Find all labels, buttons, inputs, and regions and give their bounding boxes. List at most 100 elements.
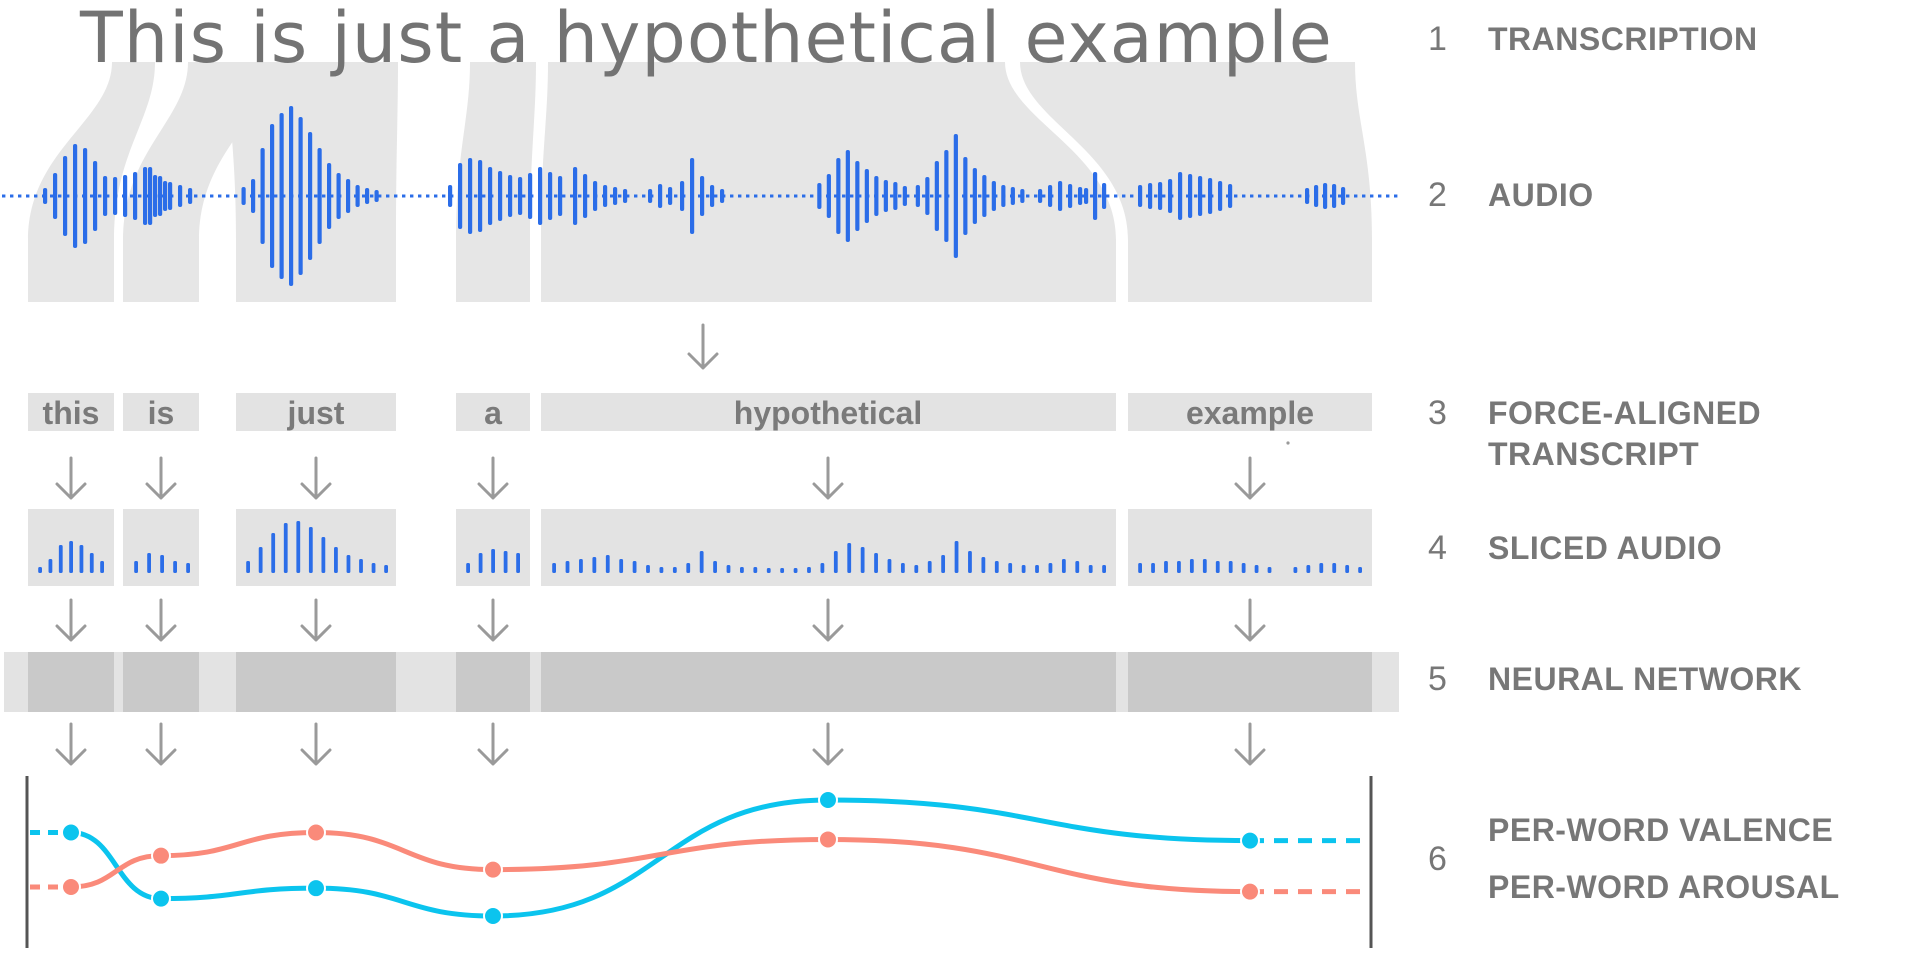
- waveform-dot: [266, 194, 270, 198]
- arrow-down-icon: [55, 456, 87, 500]
- waveform-bar: [1038, 189, 1043, 203]
- waveform-bar: [855, 161, 860, 231]
- slice-bar: [466, 563, 470, 573]
- waveform-dot: [434, 194, 438, 198]
- waveform-bar: [53, 173, 58, 219]
- waveform-dot: [922, 194, 926, 198]
- waveform-dot: [1394, 194, 1398, 198]
- waveform-bar: [1228, 184, 1233, 208]
- slice-bar: [1267, 567, 1272, 573]
- step-label: NEURAL NETWORK: [1488, 661, 1802, 697]
- slice-box: [123, 509, 199, 586]
- waveform-dot: [1202, 194, 1206, 198]
- slice-bar: [1061, 559, 1066, 573]
- waveform-bar: [1178, 172, 1183, 220]
- waveform-dot: [106, 194, 110, 198]
- slice-bar: [1151, 563, 1155, 573]
- waveform-dot: [506, 194, 510, 198]
- waveform-dot: [794, 194, 798, 198]
- slice-bar: [69, 541, 73, 573]
- waveform-bar: [1332, 184, 1337, 208]
- waveform-dot: [370, 194, 374, 198]
- waveform-dot: [970, 194, 974, 198]
- waveform-bar: [63, 156, 68, 236]
- waveform-dot: [386, 194, 390, 198]
- waveform-bar: [279, 113, 284, 279]
- waveform-bar: [623, 189, 628, 203]
- slice-bar: [359, 559, 363, 573]
- series-line: [68, 797, 1253, 919]
- waveform-bar: [710, 185, 715, 207]
- waveform-bar: [1010, 187, 1015, 205]
- waveform-dot: [1250, 194, 1254, 198]
- word-box: [236, 393, 396, 431]
- slice-bar: [927, 561, 932, 573]
- series-point: [151, 888, 171, 909]
- waveform-dot: [578, 194, 582, 198]
- slice-bar: [860, 547, 865, 573]
- slice-bar: [1138, 563, 1142, 573]
- waveform-bar: [113, 177, 118, 215]
- waveform-dot: [1234, 194, 1238, 198]
- slice-box: [541, 509, 1116, 586]
- slice-bar: [552, 563, 556, 573]
- waveform-bar: [1102, 183, 1107, 209]
- waveform-bar: [1305, 188, 1310, 204]
- slice-bar: [38, 567, 42, 573]
- waveform-bar: [168, 182, 173, 210]
- waveform-dot: [1162, 194, 1166, 198]
- waveform-dot: [1074, 194, 1078, 198]
- force-aligned-transcript: this is just a hypothetical example: [28, 393, 1372, 445]
- waveform-dot: [1282, 194, 1286, 198]
- waveform-dot: [186, 194, 190, 198]
- slice-bar: [1332, 563, 1337, 573]
- waveform-dot: [810, 194, 814, 198]
- waveform-dot: [98, 194, 102, 198]
- waveform-bar: [1218, 181, 1223, 211]
- waveform-dot: [1066, 194, 1070, 198]
- word-label: example: [1186, 395, 1314, 431]
- slice-bar: [1293, 567, 1298, 573]
- waveform-dot: [1386, 194, 1390, 198]
- slice-bar: [173, 561, 177, 573]
- waveform-dot: [194, 194, 198, 198]
- waveform-dot: [1266, 194, 1270, 198]
- waveform-bar: [925, 177, 930, 215]
- waveform-dot: [1242, 194, 1246, 198]
- slice-bar: [283, 523, 288, 573]
- waveform-dot: [706, 194, 710, 198]
- series-line: [68, 829, 1253, 895]
- waveform-bar: [558, 176, 563, 216]
- slice-bar: [981, 557, 986, 573]
- slice-bar: [100, 561, 104, 573]
- waveform-bar: [528, 173, 533, 219]
- waveform-bar: [836, 158, 841, 234]
- slice-bar: [672, 567, 677, 573]
- waveform-dot: [986, 194, 990, 198]
- slice-bar: [48, 559, 53, 573]
- slice-bar: [334, 547, 338, 573]
- waveform-bar: [944, 150, 949, 242]
- arrow-down-icon: [1234, 456, 1266, 500]
- waveform-dot: [1298, 194, 1302, 198]
- slice-bar: [1177, 561, 1181, 573]
- slice-bar: [79, 545, 84, 573]
- waveform-bar: [991, 181, 996, 211]
- arrow-down-icon: [300, 598, 332, 642]
- waveform-dot: [1258, 194, 1262, 198]
- slice-bar: [994, 561, 999, 573]
- waveform-bar: [953, 134, 958, 258]
- word-box: [1128, 393, 1372, 431]
- waveform-bar: [720, 189, 725, 203]
- slice-bar: [874, 553, 878, 573]
- slice-box: [236, 509, 396, 586]
- step-label-line2: TRANSCRIPT: [1488, 436, 1699, 472]
- waveform-bar: [478, 160, 483, 232]
- waveform-dot: [890, 194, 894, 198]
- waveform-dot: [642, 194, 646, 198]
- waveform-dot: [58, 194, 62, 198]
- arrow-down-icon: [300, 456, 332, 500]
- slice-bar: [1021, 565, 1026, 573]
- waveform-dot: [570, 194, 574, 198]
